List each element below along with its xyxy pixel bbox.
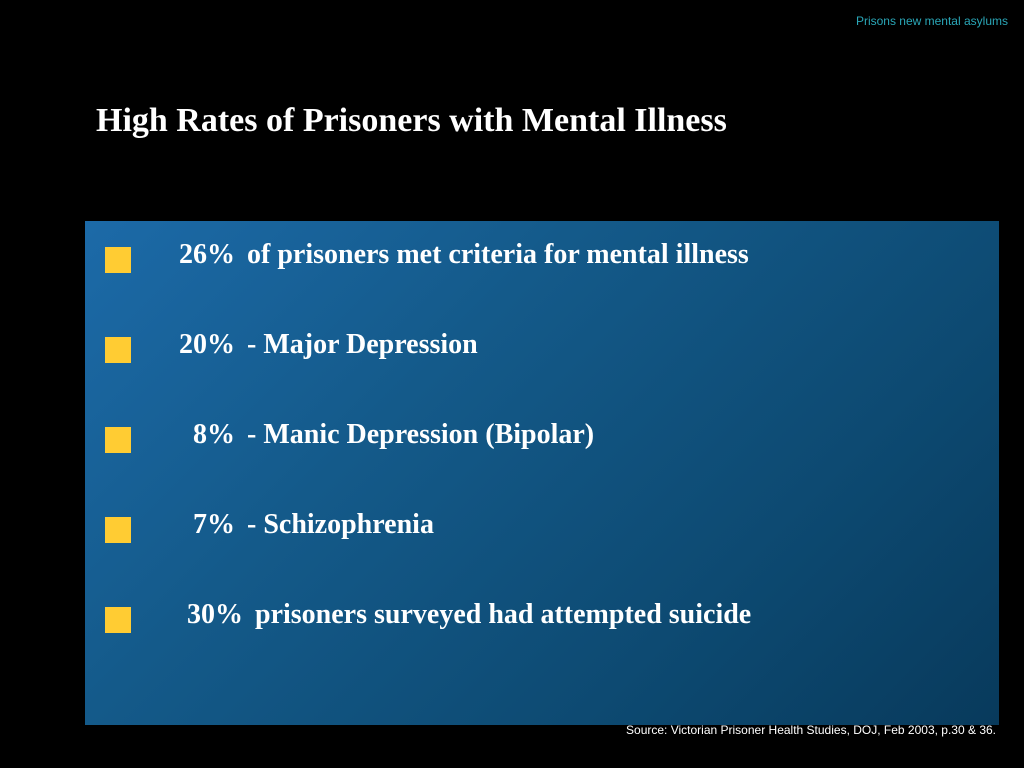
header-note: Prisons new mental asylums [855,14,1008,28]
bullet-item: 30% prisoners surveyed had attempted sui… [85,591,999,633]
bullet-text: - Schizophrenia [247,509,434,540]
square-bullet-icon [105,427,131,453]
bullet-percent: 20% [179,329,235,360]
bullet-percent: 30% [187,599,243,630]
source-citation: Source: Victorian Prisoner Health Studie… [626,723,996,737]
bullet-item: 20% - Major Depression [85,321,999,363]
bullet-item: 7% - Schizophrenia [85,501,999,543]
bullet-text: of prisoners met criteria for mental ill… [247,239,749,270]
bullet-text: - Manic Depression (Bipolar) [247,419,595,450]
slide-title: High Rates of Prisoners with Mental Illn… [96,102,727,139]
square-bullet-icon [105,337,131,363]
content-panel: 26% of prisoners met criteria for mental… [85,221,999,725]
bullet-item: 8% - Manic Depression (Bipolar) [85,411,999,453]
bullet-percent: 7% [193,509,235,540]
square-bullet-icon [105,517,131,543]
bullet-percent: 8% [193,419,235,450]
square-bullet-icon [105,607,131,633]
bullet-percent: 26% [179,239,235,270]
bullet-item: 26% of prisoners met criteria for mental… [85,231,999,273]
bullet-text: - Major Depression [247,329,478,360]
square-bullet-icon [105,247,131,273]
bullet-text: prisoners surveyed had attempted suicide [255,599,752,630]
